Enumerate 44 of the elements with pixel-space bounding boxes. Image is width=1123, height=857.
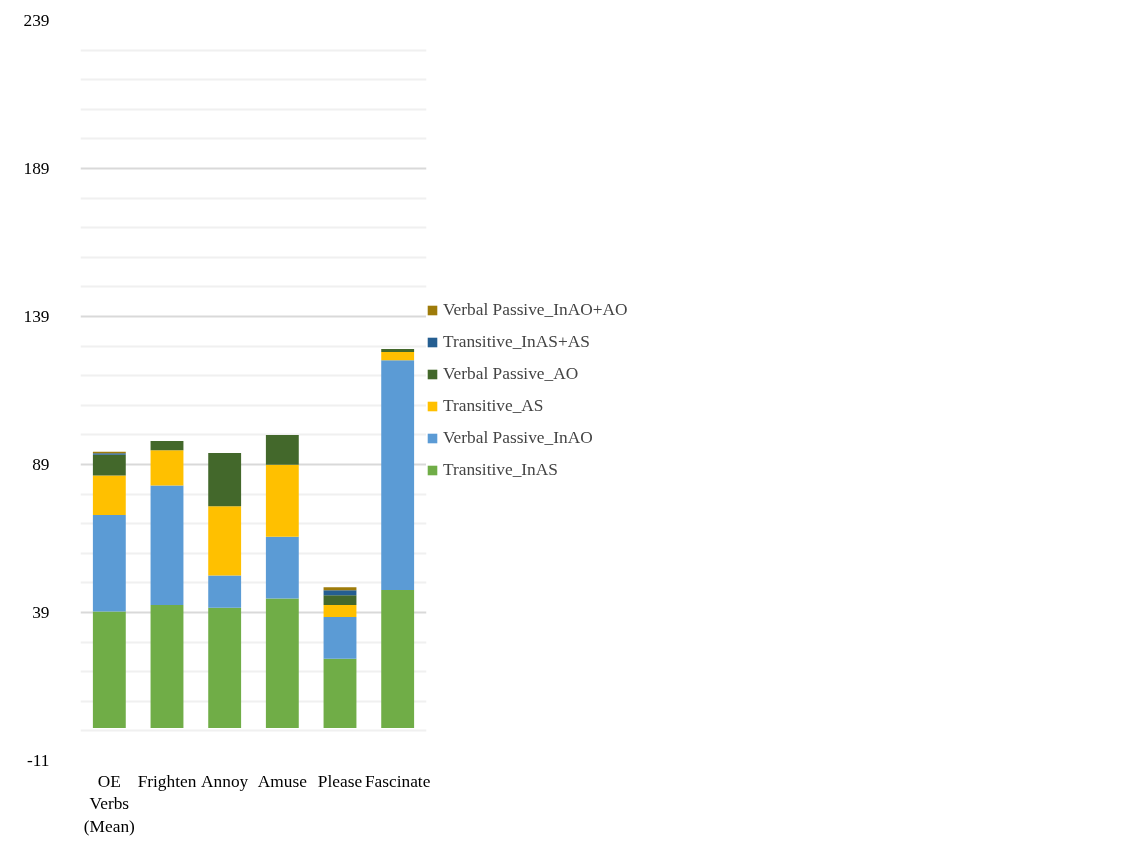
bar: [265, 464, 299, 537]
y-tick-label: 189: [23, 159, 50, 178]
legend-label: Transitive_AS: [443, 396, 544, 416]
x-tick-label: Fascinate: [364, 771, 431, 791]
y-tick-label: 239: [23, 11, 50, 30]
bar: [208, 506, 242, 576]
x-tick-label: Please: [317, 771, 363, 791]
bar: [150, 441, 184, 451]
bar: [150, 605, 184, 728]
bar: [208, 575, 242, 608]
bar: [323, 595, 357, 606]
bar: [323, 587, 357, 591]
bar: [92, 515, 126, 612]
bar: [265, 598, 299, 728]
x-tick-label: Annoy: [201, 771, 249, 791]
legend-label: Verbal Passive_AO: [443, 364, 579, 384]
legend-label: Verbal Passive_InAO+AO: [443, 300, 628, 320]
legend-label: Verbal Passive_InAO: [443, 428, 593, 448]
legend-label: Transitive_InAS+AS: [443, 332, 590, 352]
bar: [381, 349, 415, 353]
x-tick-label: Frighten: [137, 771, 197, 791]
bar: [208, 452, 242, 507]
x-tick-label: OE Verbs (Mean): [83, 771, 136, 837]
bar: [323, 590, 357, 596]
bar: [381, 590, 415, 728]
bar: [381, 352, 415, 361]
bar: [208, 607, 242, 728]
x-tick-label: Amuse: [257, 771, 308, 791]
bar: [381, 360, 415, 590]
legend-label: Transitive_InAS: [443, 460, 558, 480]
y-tick-label: 139: [23, 307, 50, 326]
bar: [150, 485, 184, 606]
bar: [92, 611, 126, 728]
y-tick-label: -11: [27, 751, 50, 770]
bar: [92, 454, 126, 476]
bar: [265, 434, 299, 465]
bar: [323, 605, 357, 617]
bar: [150, 450, 184, 486]
bar: [323, 658, 357, 728]
bar: [265, 536, 299, 599]
bar: [92, 475, 126, 516]
bar: [323, 616, 357, 659]
y-tick-label: 39: [32, 603, 50, 622]
y-tick-label: 89: [32, 455, 50, 474]
